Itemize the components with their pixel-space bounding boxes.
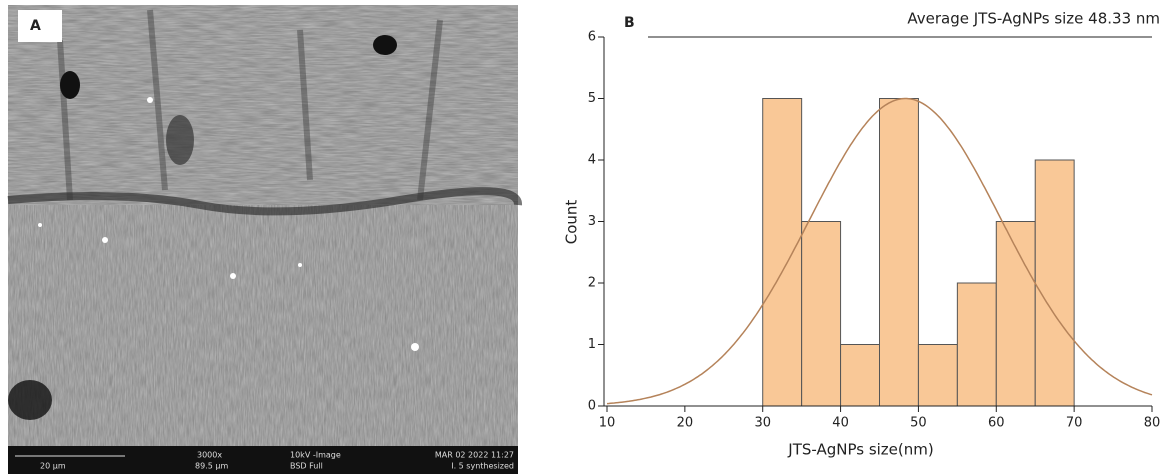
bar xyxy=(956,282,997,407)
bar xyxy=(1034,159,1075,407)
magnification: 3000x xyxy=(197,451,222,460)
fit-curve xyxy=(606,97,1153,405)
x-tick-label: 40 xyxy=(832,416,849,431)
sample: I. 5 synthesized xyxy=(451,462,514,471)
y-tick-label: 4 xyxy=(588,153,596,168)
bar xyxy=(801,221,842,407)
y-tick-label: 0 xyxy=(588,399,596,414)
y-tick-label: 2 xyxy=(588,276,596,291)
bar xyxy=(995,221,1036,407)
x-tick-label: 30 xyxy=(754,416,771,431)
voltage: 10kV -Image xyxy=(290,451,341,460)
x-tick-label: 50 xyxy=(910,416,927,431)
bar xyxy=(917,344,958,407)
panel-label-box xyxy=(613,8,648,36)
bar xyxy=(879,98,919,407)
bar xyxy=(762,98,803,407)
panel-label: B xyxy=(624,15,635,31)
sem-image: 20 µm 3000x 89.5 µm 10kV -Image BSD Full… xyxy=(7,5,522,474)
x-tick-label: 80 xyxy=(1144,416,1161,431)
y-tick-label: 6 xyxy=(588,30,596,45)
chart: Average JTS-AgNPs size 48.33 nm JTS-AgNP… xyxy=(563,8,1161,459)
x-tick-label: 60 xyxy=(988,416,1005,431)
chart-title: Average JTS-AgNPs size 48.33 nm xyxy=(907,10,1160,28)
x-tick-label: 10 xyxy=(599,416,616,431)
scale-bar: 20 µm xyxy=(40,462,66,471)
bar xyxy=(840,344,880,407)
date: MAR 02 2022 11:27 xyxy=(435,451,514,460)
field-width: 89.5 µm xyxy=(195,462,228,471)
detector: BSD Full xyxy=(290,462,323,471)
y-tick-label: 1 xyxy=(588,337,596,352)
panel-label: A xyxy=(30,18,41,34)
x-tick-label: 20 xyxy=(677,416,694,431)
y-axis-label: Count xyxy=(563,200,581,245)
x-tick-label: 70 xyxy=(1066,416,1083,431)
x-axis-label: JTS-AgNPs size(nm) xyxy=(787,441,933,459)
y-tick-label: 5 xyxy=(588,91,596,106)
y-tick-label: 3 xyxy=(588,214,596,229)
